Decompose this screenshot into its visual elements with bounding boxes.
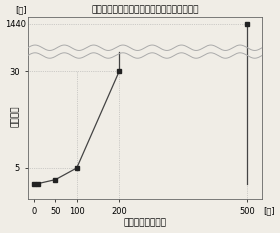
Title: 「関数あたりの行数」と「待ち時間」の対応: 「関数あたりの行数」と「待ち時間」の対応 xyxy=(91,6,199,14)
X-axis label: 関数あたりの行数: 関数あたりの行数 xyxy=(123,219,166,227)
Text: 待ち時間: 待ち時間 xyxy=(11,106,20,127)
Text: [行]: [行] xyxy=(263,207,274,216)
Text: [分]: [分] xyxy=(15,6,27,15)
Text: 1440: 1440 xyxy=(6,20,27,29)
